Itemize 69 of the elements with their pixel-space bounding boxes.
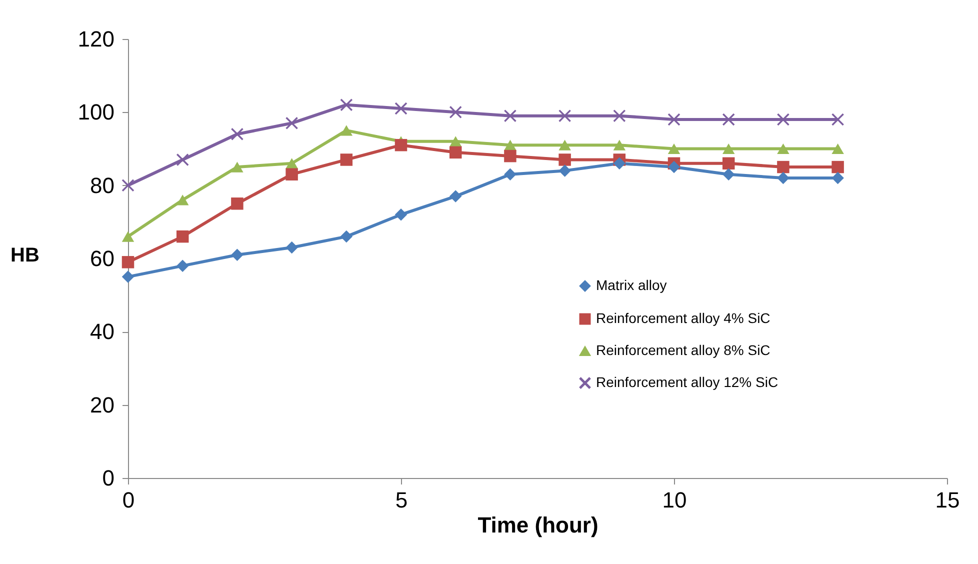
point xyxy=(668,160,680,174)
point xyxy=(176,230,189,243)
point xyxy=(176,260,189,272)
point xyxy=(832,143,844,154)
point xyxy=(340,230,353,243)
point xyxy=(231,162,244,172)
point xyxy=(122,256,134,268)
point xyxy=(722,113,735,126)
legend-label: Matrix alloy xyxy=(596,277,667,293)
point xyxy=(340,125,353,136)
point xyxy=(286,241,298,254)
point xyxy=(394,102,408,115)
y-tick-label: 120 xyxy=(78,26,114,52)
point xyxy=(394,208,408,221)
x-axis-title: Time (hour) xyxy=(478,512,598,538)
point xyxy=(558,154,571,166)
point xyxy=(832,160,844,174)
y-axis-title: HB xyxy=(10,244,40,266)
y-tick-label: 80 xyxy=(90,172,114,198)
point xyxy=(231,198,244,210)
y-tick-label: 0 xyxy=(102,466,114,490)
point xyxy=(122,270,134,283)
point xyxy=(722,157,735,170)
x-tick-label: 10 xyxy=(662,488,687,512)
point xyxy=(286,168,298,180)
legend-label: Reinforcement alloy 12% SiC xyxy=(596,374,778,390)
point xyxy=(777,172,790,184)
point xyxy=(558,164,571,177)
x-tick-label: 5 xyxy=(395,488,408,512)
point xyxy=(122,179,134,192)
point xyxy=(558,110,571,122)
y-tick-label: 40 xyxy=(90,319,114,344)
point xyxy=(449,106,462,118)
point xyxy=(286,117,298,130)
legend-label: Reinforcement alloy 8% SiC xyxy=(596,342,770,358)
point xyxy=(722,143,735,154)
point xyxy=(668,143,680,154)
point xyxy=(668,113,680,126)
legend-label: Reinforcement alloy 4% SiC xyxy=(596,310,770,326)
point xyxy=(504,110,516,122)
point xyxy=(340,154,353,166)
point xyxy=(777,143,790,154)
point xyxy=(231,248,244,261)
x-tick-label: 15 xyxy=(935,488,960,512)
y-tick-label: 100 xyxy=(78,100,114,125)
point xyxy=(613,157,626,170)
point xyxy=(722,168,735,180)
point xyxy=(394,138,408,152)
y-tick-label: 60 xyxy=(90,246,114,271)
point xyxy=(449,190,462,202)
point xyxy=(832,172,844,184)
y-tick-label: 20 xyxy=(90,392,114,418)
point xyxy=(231,128,244,140)
point xyxy=(613,110,626,122)
point xyxy=(176,154,189,166)
point xyxy=(558,140,571,150)
point xyxy=(613,140,626,150)
point xyxy=(449,136,462,147)
point xyxy=(832,113,844,126)
point xyxy=(449,146,462,159)
point xyxy=(504,140,516,150)
point xyxy=(777,113,790,126)
x-tick-label: 0 xyxy=(122,488,135,512)
point xyxy=(176,194,189,206)
point xyxy=(504,168,516,180)
point xyxy=(777,160,790,174)
point xyxy=(504,150,516,162)
point xyxy=(340,98,353,111)
point xyxy=(122,231,134,242)
